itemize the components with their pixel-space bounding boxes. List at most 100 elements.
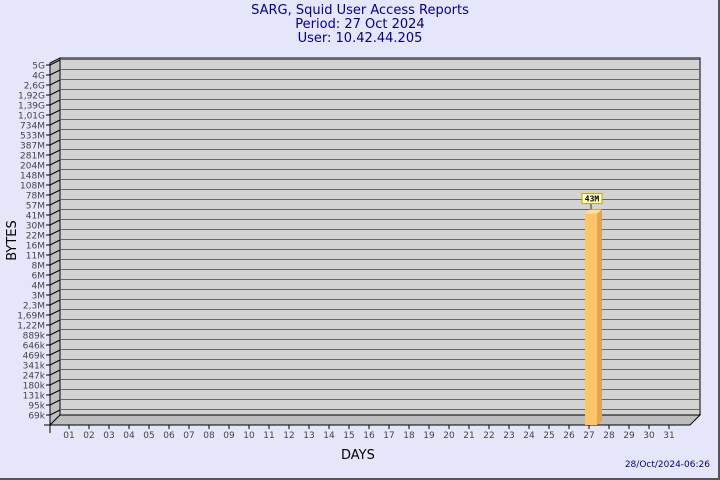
- data-label-box: [581, 193, 603, 205]
- y-tick-label: 2,6G: [24, 82, 45, 92]
- y-tick-label: 11M: [26, 252, 45, 262]
- y-tick: [49, 129, 61, 136]
- y-tick: [49, 369, 61, 376]
- x-tick-label: 20: [443, 431, 455, 441]
- x-tick-label: 08: [203, 431, 215, 441]
- y-tick: [49, 229, 61, 236]
- y-tick: [49, 359, 61, 366]
- y-tick: [49, 69, 61, 76]
- y-tick-label: 2,3M: [23, 302, 45, 312]
- y-tick-label: 95k: [28, 402, 45, 412]
- bar-front: [585, 213, 597, 425]
- x-tick-label: 25: [543, 431, 554, 441]
- x-tick-label: 26: [563, 431, 575, 441]
- y-tick: [49, 279, 61, 286]
- y-tick: [49, 409, 61, 416]
- floor: [48, 414, 702, 426]
- y-tick: [49, 189, 61, 196]
- y-tick-label: 889k: [23, 332, 46, 342]
- y-tick-label: 4G: [32, 72, 45, 82]
- x-tick-label: 22: [483, 431, 494, 441]
- y-tick-label: 41M: [26, 212, 45, 222]
- x-tick-label: 12: [283, 431, 294, 441]
- x-tick-label: 17: [383, 431, 394, 441]
- x-tick-label: 30: [643, 431, 655, 441]
- y-tick: [49, 179, 61, 186]
- y-tick-label: 22M: [26, 232, 45, 242]
- y-tick-label: 204M: [20, 162, 45, 172]
- y-tick: [49, 399, 61, 406]
- y-tick: [49, 169, 61, 176]
- y-tick-label: 57M: [26, 202, 45, 212]
- x-tick-label: 16: [363, 431, 375, 441]
- x-tick-label: 04: [123, 431, 135, 441]
- y-tick: [49, 319, 61, 326]
- chart-title: SARG, Squid User Access Reports: [251, 3, 469, 18]
- x-tick-label: 15: [343, 431, 354, 441]
- y-tick: [49, 289, 61, 296]
- y-tick: [49, 349, 61, 356]
- y-tick-label: 148M: [20, 172, 45, 182]
- y-tick-label: 3M: [32, 292, 46, 302]
- y-tick: [49, 109, 61, 116]
- bar-top: [585, 209, 602, 214]
- x-tick-label: 06: [163, 431, 175, 441]
- y-tick-label: 5G: [32, 62, 45, 72]
- y-tick: [49, 309, 61, 316]
- y-tick-label: 1,92G: [18, 92, 45, 102]
- y-tick: [49, 329, 61, 336]
- y-tick: [49, 249, 61, 256]
- x-tick-label: 13: [303, 431, 314, 441]
- back-wall: [59, 57, 701, 416]
- chart-user: User: 10.42.44.205: [297, 31, 423, 46]
- x-tick-label: 03: [103, 431, 114, 441]
- x-tick-label: 24: [523, 431, 535, 441]
- y-tick-label: 1,39G: [18, 102, 45, 112]
- y-tick: [49, 59, 61, 66]
- y-tick: [49, 239, 61, 246]
- y-tick-label: 1,22M: [17, 322, 45, 332]
- y-tick-label: 387M: [20, 142, 45, 152]
- y-tick: [49, 209, 61, 216]
- y-tick-label: 131k: [23, 392, 46, 402]
- chart-period: Period: 27 Oct 2024: [295, 17, 425, 32]
- y-tick-label: 281M: [20, 152, 45, 162]
- x-tick-label: 28: [603, 431, 615, 441]
- x-tick-label: 02: [83, 431, 94, 441]
- y-tick-label: 108M: [20, 182, 45, 192]
- x-tick-label: 01: [63, 431, 74, 441]
- y-tick: [49, 299, 61, 306]
- y-tick: [49, 119, 61, 126]
- y-tick: [49, 149, 61, 156]
- x-tick-label: 19: [423, 431, 435, 441]
- y-tick: [49, 269, 61, 276]
- y-tick-label: 1,69M: [17, 312, 45, 322]
- y-tick-label: 180k: [23, 382, 46, 392]
- y-tick-label: 6M: [32, 272, 46, 282]
- x-tick-label: 10: [243, 431, 255, 441]
- x-tick-label: 11: [263, 431, 274, 441]
- y-tick: [49, 99, 61, 106]
- y-tick-label: 533M: [20, 132, 45, 142]
- x-tick-label: 14: [323, 431, 335, 441]
- y-tick-label: 4M: [32, 282, 46, 292]
- y-tick-label: 247k: [23, 372, 46, 382]
- y-tick: [49, 79, 61, 86]
- y-tick: [49, 139, 61, 146]
- y-tick: [49, 379, 61, 386]
- x-tick-label: 05: [143, 431, 154, 441]
- bar-side: [597, 209, 602, 425]
- generated-timestamp: 28/Oct/2024-06:26: [624, 460, 710, 470]
- x-tick-label: 09: [223, 431, 235, 441]
- y-tick-label: 1,01G: [18, 112, 45, 122]
- y-tick-label: 469k: [23, 352, 46, 362]
- y-tick-label: 69k: [28, 412, 45, 422]
- y-tick-label: 30M: [26, 222, 45, 232]
- y-tick: [49, 159, 61, 166]
- y-tick-label: 16M: [26, 242, 45, 252]
- y-tick: [49, 219, 61, 226]
- y-tick: [49, 339, 61, 346]
- x-tick-label: 07: [183, 431, 194, 441]
